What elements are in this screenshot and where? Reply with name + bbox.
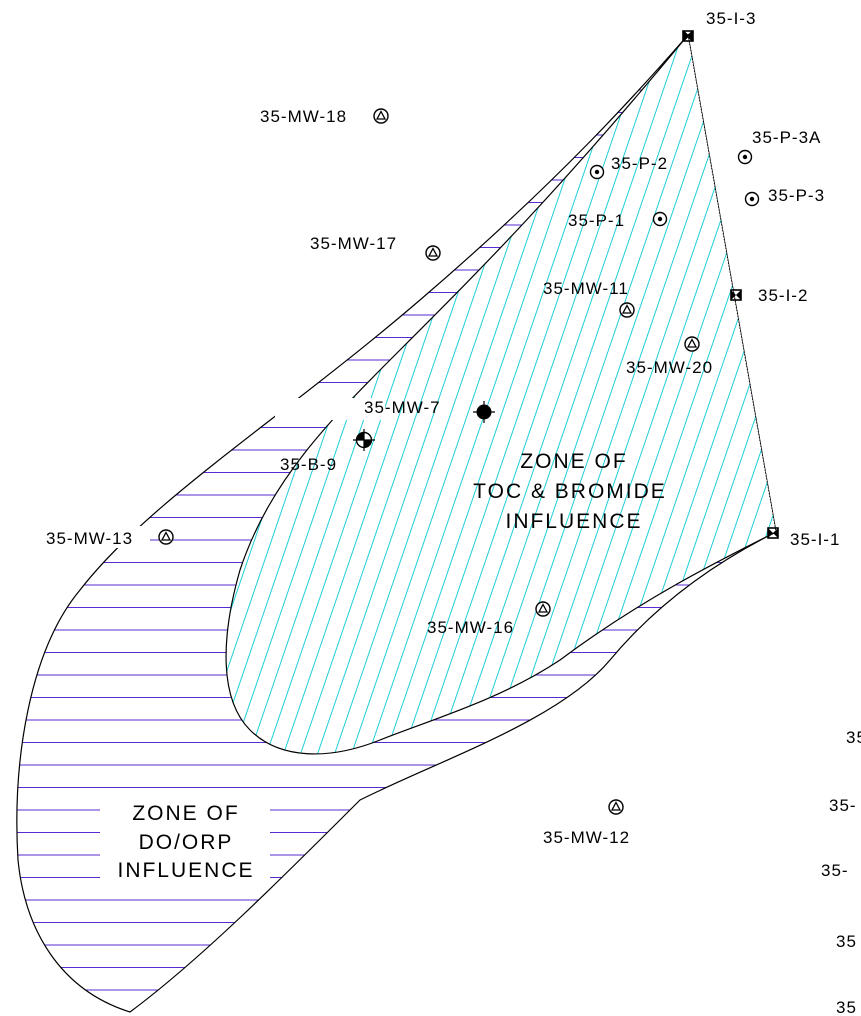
well-label: 35-I-1 (790, 530, 840, 549)
well-label: 35-MW-17 (310, 234, 397, 253)
hatch-line (788, 0, 861, 820)
well-label: 35-P-3A (752, 128, 821, 147)
do-orp-zone-label: ZONE OF DO/ORP INFLUENCE (117, 802, 254, 882)
well-35-mw-11[interactable]: 35-MW-11 (543, 279, 635, 318)
hatch-line (430, 35, 712, 754)
toc-zone-line-3: INFLUENCE (505, 510, 642, 533)
well-label: 35-MW-11 (543, 279, 629, 298)
hatch-line (464, 35, 746, 754)
piezometer-icon (589, 164, 605, 180)
hatch-line (396, 35, 678, 754)
well-35-b-9[interactable]: 35-B-9 (280, 429, 375, 474)
edge-fragment: 35- (829, 796, 857, 815)
do-orp-zone-boundary (16, 33, 777, 1013)
monitoring-well-icon (684, 336, 700, 352)
well-35-p-2[interactable]: 35-P-2 (589, 154, 669, 180)
monitoring-well-icon (158, 529, 174, 545)
edge-fragment: 35 (836, 932, 857, 951)
well-35-mw-20[interactable]: 35-MW-20 (626, 336, 713, 377)
well-label: 35-B-9 (280, 455, 337, 474)
injection-well-icon (767, 527, 779, 539)
monitoring-well-icon (535, 601, 551, 617)
do-zone-line-1: ZONE OF (132, 802, 239, 825)
hatch-line (770, 35, 777, 754)
well-label: 35-P-2 (611, 154, 668, 173)
cropped-edge-labels: 35 35- 35- 35 35 (821, 728, 861, 1016)
hatch-line (822, 0, 861, 820)
hatch-line (839, 0, 861, 820)
hatch-line (379, 35, 661, 754)
well-label: 35-I-3 (706, 9, 756, 28)
monitoring-well-icon (425, 245, 441, 261)
well-35-mw-16[interactable]: 35-MW-16 (427, 601, 551, 637)
well-35-mw-18[interactable]: 35-MW-18 (260, 107, 389, 126)
well-35-p-3a[interactable]: 35-P-3A (737, 128, 822, 165)
hatch-line (0, 0, 14, 820)
hatch-line (856, 0, 861, 820)
edge-fragment: 35 (846, 728, 861, 747)
piezometer-icon (737, 149, 753, 165)
hatch-line (753, 35, 777, 754)
monitoring-well-icon (373, 108, 389, 124)
well-label: 35-MW-18 (260, 107, 347, 126)
well-35-mw-12[interactable]: 35-MW-12 (543, 799, 630, 847)
well-35-mw-17[interactable]: 35-MW-17 (310, 234, 441, 261)
well-35-p-1[interactable]: 35-P-1 (568, 211, 668, 230)
hatch-line (736, 35, 777, 754)
well-35-mw-13[interactable]: 35-MW-13 (46, 529, 174, 548)
monitoring-well-icon (619, 302, 635, 318)
injection-line (687, 34, 777, 533)
well-label: 35-I-2 (758, 286, 808, 305)
toc-zone-line-2: TOC & BROMIDE (473, 480, 667, 503)
toc-bromide-zone-label: ZONE OF TOC & BROMIDE INFLUENCE (473, 450, 667, 533)
well-label: 35-MW-20 (626, 358, 713, 377)
well-35-i-3[interactable]: 35-I-3 (682, 9, 756, 42)
injection-well-icon (730, 289, 742, 301)
well-35-mw-7[interactable]: 35-MW-7 (364, 398, 495, 423)
well-35-p-3[interactable]: 35-P-3 (744, 186, 826, 207)
well-label: 35-MW-7 (364, 398, 441, 417)
well-label: 35-MW-16 (427, 618, 514, 637)
hatch-line (0, 0, 31, 820)
filled-well-icon (473, 401, 495, 423)
well-label: 35-P-1 (568, 211, 625, 230)
toc-bromide-zone-boundary (225, 34, 777, 755)
hatch-line (447, 35, 729, 754)
edge-fragment: 35- (821, 861, 849, 880)
piezometer-icon (652, 211, 668, 227)
piezometer-icon (744, 191, 760, 207)
hatch-line (413, 35, 695, 754)
well-label: 35-P-3 (768, 186, 825, 205)
do-zone-line-3: INFLUENCE (117, 859, 254, 882)
well-label: 35-MW-12 (543, 828, 630, 847)
well-35-i-2[interactable]: 35-I-2 (730, 286, 808, 305)
injection-well-icon (682, 30, 694, 42)
edge-fragment: 35 (836, 998, 857, 1016)
hatch-line (805, 0, 861, 820)
soil-boring-icon (353, 429, 375, 451)
well-label: 35-MW-13 (46, 529, 133, 548)
well-35-i-1[interactable]: 35-I-1 (767, 527, 840, 549)
monitoring-well-icon (608, 799, 624, 815)
do-zone-line-2: DO/ORP (139, 831, 234, 854)
toc-zone-line-1: ZONE OF (520, 450, 627, 473)
